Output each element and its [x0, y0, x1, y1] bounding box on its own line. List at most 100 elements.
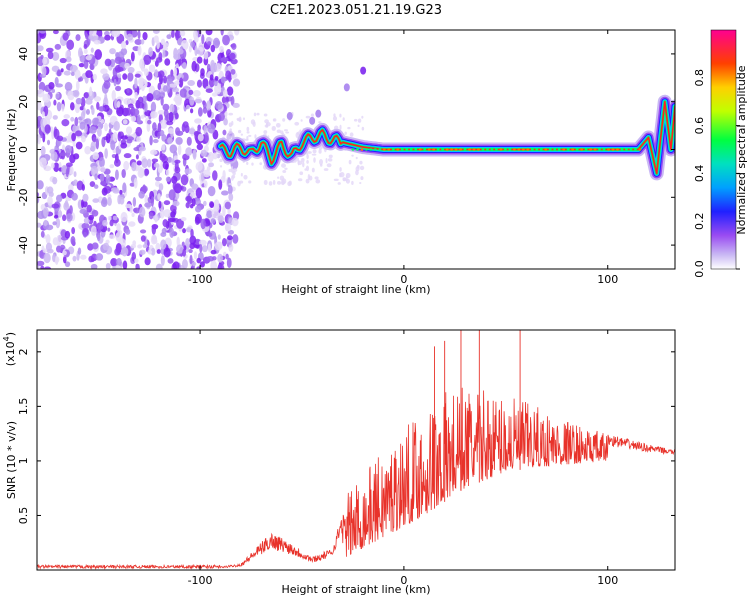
snr-panel: -100 0 100 0.5 1 1.5 2 Height of straight line…	[2, 329, 676, 596]
spectrogram-cell	[79, 50, 84, 56]
spectrogram-cell	[134, 91, 138, 100]
spectrogram-cell	[301, 157, 305, 163]
spectrogram-cell	[165, 193, 170, 199]
spectrogram-cell	[53, 99, 57, 106]
spectrogram-cell	[306, 153, 309, 160]
spectrogram-cell	[544, 148, 548, 151]
spectrogram-cell	[70, 71, 75, 76]
spectrogram-cell	[54, 76, 59, 86]
spectrogram-cell	[282, 118, 286, 122]
spectrogram-cell	[214, 40, 221, 46]
spectrogram-cell	[234, 30, 240, 36]
spectrogram-cell	[210, 260, 218, 269]
spectrogram-cell	[202, 169, 211, 178]
spectrogram-cell	[176, 96, 182, 105]
spectrogram-cell	[553, 148, 557, 151]
spectrogram-cell	[150, 101, 157, 113]
spectrogram-cell	[222, 89, 228, 98]
spectrogram-cell	[92, 152, 99, 160]
spectrogram-cell	[123, 97, 132, 105]
spectrogram-cell	[202, 106, 208, 114]
spectrogram-cell	[47, 195, 53, 206]
spectrogram-cell	[55, 217, 61, 229]
spectrogram-cell	[237, 129, 242, 134]
spectrogram-cell	[125, 228, 131, 235]
spectrogram-cell	[133, 147, 141, 152]
spectrogram-cell	[254, 134, 257, 139]
spectrogram-cell	[109, 219, 114, 227]
spectrogram-cell	[302, 161, 305, 168]
spectrogram-cell	[210, 218, 216, 224]
spectrogram-cell	[634, 148, 637, 151]
spectrogram-cell	[179, 77, 184, 88]
spectrogram-cell	[138, 206, 146, 218]
spectrogram-cell	[54, 255, 59, 265]
spectrogram-cell	[57, 69, 62, 77]
spectrogram-cell	[184, 168, 192, 175]
y-tick-label: 0	[17, 146, 30, 153]
spectrogram-cell	[105, 262, 111, 269]
spectrogram-cell	[146, 121, 151, 132]
spectrogram-cell	[122, 260, 128, 269]
spectrogram-cell	[96, 126, 102, 137]
spectrogram-cell	[517, 148, 521, 151]
spectrogram-cell	[214, 75, 219, 81]
spectrogram-cell	[231, 217, 239, 227]
spectrogram-cell	[37, 192, 40, 197]
spectrogram-cell	[463, 148, 467, 151]
spectrogram-cell	[228, 193, 234, 202]
spectrogram-cell	[51, 65, 60, 72]
spectrogram-cell	[418, 148, 422, 151]
spectrogram-cell	[575, 148, 579, 151]
spectrogram-cell	[87, 243, 94, 251]
spectrogram-cell	[80, 111, 86, 120]
spectrogram-cell	[405, 148, 409, 151]
spectrogram-cell	[147, 119, 152, 125]
spectrogram-cell	[240, 172, 243, 177]
spectrogram-cell	[130, 243, 137, 249]
spectrogram-cell	[225, 253, 229, 260]
svg-text:(x104): (x104)	[2, 332, 17, 366]
spectrogram-cell	[250, 119, 256, 125]
spectrogram-cell	[359, 182, 362, 185]
spectrogram-cell	[499, 148, 503, 151]
spectrogram-cell	[209, 201, 215, 209]
spectrogram-cell	[152, 122, 157, 131]
spectrogram-cell	[210, 249, 217, 255]
spectrogram-cell	[94, 49, 103, 60]
y-tick-label: -20	[17, 188, 30, 206]
spectrogram-cell	[80, 96, 86, 108]
spectrogram-cell	[194, 98, 203, 104]
spectrogram-cell	[71, 238, 75, 246]
spectrogram-cell	[167, 156, 173, 163]
spectrogram-cell	[343, 83, 350, 92]
spectrogram-cell	[102, 242, 110, 251]
spectrogram-cell	[189, 254, 193, 265]
spectrogram-cell	[154, 214, 158, 223]
spectrogram-cell	[351, 180, 354, 186]
spectrogram-cell	[481, 148, 485, 151]
spectrogram-cell	[99, 157, 105, 168]
spectrogram-cell	[111, 30, 117, 38]
spectrogram-cell	[165, 169, 170, 176]
spectrogram-cell	[79, 121, 86, 130]
spectrogram-cell	[150, 111, 158, 119]
spectrogram-cell	[224, 201, 232, 210]
spectrogram-cell	[229, 52, 236, 60]
spectrogram-cell	[43, 252, 51, 264]
spectrogram-cell	[83, 48, 88, 54]
spectrogram-cell	[205, 30, 213, 36]
spectrogram-cell	[177, 48, 184, 55]
spectrogram-cell	[55, 83, 63, 88]
spectrogram-cell	[242, 117, 246, 121]
spectrogram-cell	[48, 81, 55, 90]
spectrogram-ticks: -100 0 100 -40 -20 0 20 40	[17, 30, 675, 286]
spectrogram-cell	[315, 179, 321, 184]
spectrogram-cell	[323, 168, 329, 171]
spectrogram-cell	[231, 174, 236, 179]
spectrogram-cell	[71, 132, 77, 142]
spectrogram-cell	[132, 108, 140, 116]
spectrogram-cell	[125, 107, 132, 116]
spectrogram-cell	[299, 171, 304, 176]
spectrogram-cell	[195, 161, 203, 172]
